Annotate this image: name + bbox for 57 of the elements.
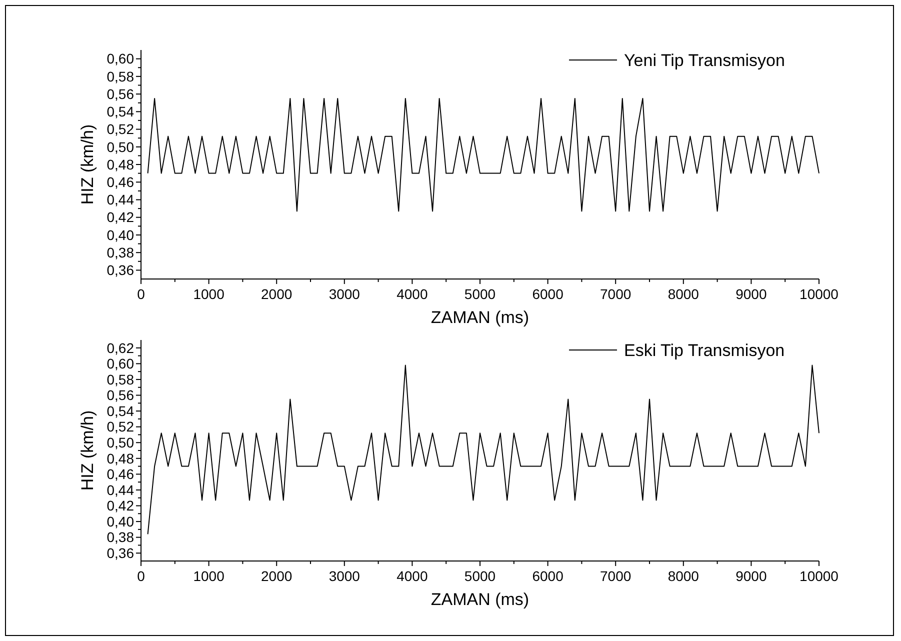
x-tick-label: 0 [137,286,146,302]
y-tick-label: 0,38 [106,529,134,546]
legend-label: Eski Tip Transmisyon [624,340,785,360]
x-tick-label: 3000 [328,568,360,584]
y-tick-label: 0,50 [106,138,134,155]
y-tick-label: 0,54 [106,104,134,120]
y-axis-title: HIZ (km/h) [78,410,97,491]
y-tick-label: 0,48 [106,450,134,466]
x-tick-label: 6000 [532,568,564,584]
y-tick-label: 0,44 [106,192,134,208]
y-tick-label: 0,60 [106,356,134,372]
y-tick-label: 0,58 [106,371,134,388]
line-series [147,364,820,535]
y-tick-label: 0,56 [106,387,134,404]
x-tick-label: 8000 [668,286,700,302]
x-tick-label: 9000 [736,568,767,584]
x-tick-label: 8000 [668,568,700,584]
y-tick-label: 0,40 [106,513,134,530]
x-tick-label: 6000 [532,286,564,302]
y-tick-label: 0,36 [106,262,134,278]
y-tick-label: 0,46 [106,174,134,190]
y-tick-label: 0,60 [106,50,134,67]
y-tick-label: 0,44 [106,482,134,498]
y-tick-label: 0,48 [106,156,134,172]
y-tick-label: 0,46 [106,466,134,482]
y-tick-label: 0,52 [106,121,134,138]
x-tick-label: 0 [137,568,146,584]
x-tick-label: 10000 [800,568,839,584]
y-tick-label: 0,42 [106,209,134,226]
x-tick-label: 5000 [464,286,496,302]
y-tick-label: 0,42 [106,498,134,514]
y-tick-label: 0,50 [106,434,134,451]
x-axis-title: ZAMAN (ms) [430,590,530,609]
line-series [147,98,820,212]
y-tick-label: 0,54 [106,402,134,419]
x-tick-label: 1000 [193,568,225,584]
y-tick-label: 0,52 [106,418,134,435]
x-tick-label: 7000 [600,286,632,302]
x-tick-label: 2000 [261,286,292,302]
x-axis-title: ZAMAN (ms) [430,308,530,327]
y-tick-label: 0,38 [106,244,134,260]
x-tick-label: 9000 [736,286,767,302]
x-tick-label: 2000 [261,568,292,584]
x-tick-label: 5000 [464,568,496,584]
y-tick-label: 0,58 [106,68,134,84]
y-tick-label: 0,62 [106,340,134,356]
y-axis-title: HIZ (km/h) [78,124,97,205]
x-tick-label: 7000 [600,568,632,584]
legend-label: Yeni Tip Transmisyon [624,50,785,70]
x-tick-label: 1000 [193,286,225,302]
y-tick-label: 0,36 [106,545,134,562]
y-tick-label: 0,40 [106,226,134,243]
x-tick-label: 10000 [800,286,839,302]
x-tick-label: 3000 [328,286,360,302]
y-tick-label: 0,56 [106,86,134,102]
x-tick-label: 4000 [396,568,428,584]
x-tick-label: 4000 [396,286,428,302]
